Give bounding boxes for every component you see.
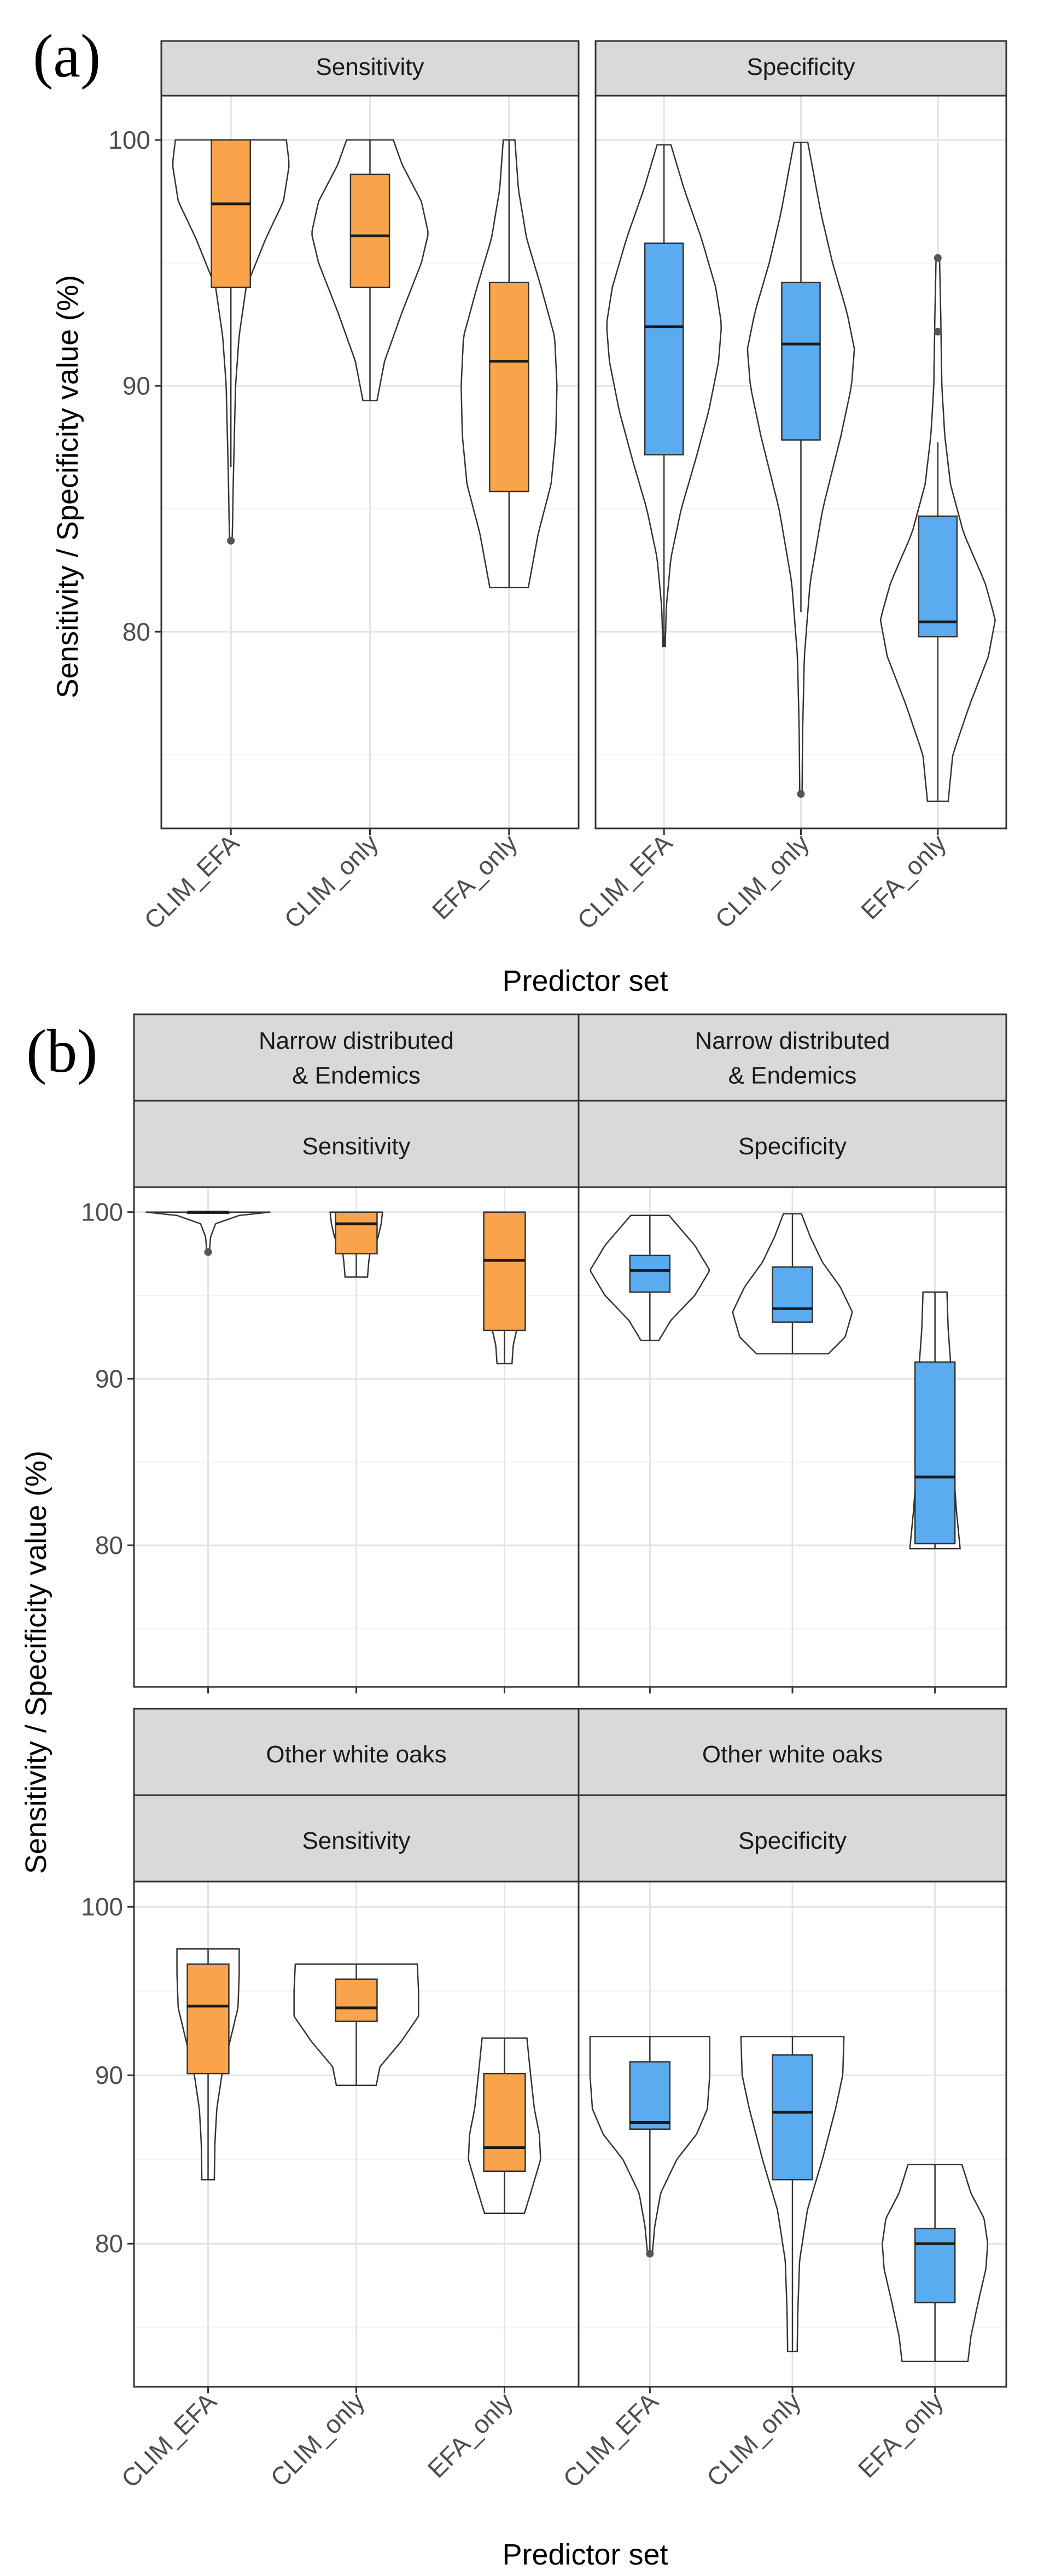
y-tick-label: 90 <box>95 2061 123 2089</box>
box-EFA_only <box>918 515 958 638</box>
facet-strip-label: Other white oaks <box>266 1741 446 1768</box>
facet-strip-label: Sensitivity <box>316 54 424 80</box>
box-EFA_only <box>914 1361 956 1545</box>
facet-strip-label: & Endemics <box>292 1062 421 1089</box>
panel-a-y-axis-title: Sensitivity / Specificity value (%) <box>51 275 84 698</box>
box-CLIM_only <box>335 1211 378 1255</box>
box-CLIM_EFA <box>186 1963 230 2075</box>
violin-CLIM_EFA <box>145 1211 271 1253</box>
facet-strip <box>578 1100 1007 1188</box>
panel-b-y-axis-title: Sensitivity / Specificity value (%) <box>20 1451 53 1874</box>
facet-strip-label: Other white oaks <box>702 1741 883 1768</box>
panel-b-label: (b) <box>26 1018 98 1085</box>
box-EFA_only <box>483 2072 526 2172</box>
facet-strip-label: Narrow distributed <box>695 1027 890 1054</box>
facet-strip <box>133 1794 580 1883</box>
facet-strip-label: Specificity <box>746 54 855 80</box>
box-EFA_only <box>483 1211 526 1331</box>
facet-strip <box>133 1100 580 1188</box>
facet-strip <box>578 1794 1007 1883</box>
y-tick-label: 90 <box>123 372 150 400</box>
box-CLIM_only <box>781 282 821 441</box>
y-tick-label: 100 <box>108 126 150 154</box>
facet-strip <box>578 1708 1007 1796</box>
panel-b-x-axis-title: Predictor set <box>502 2538 668 2571</box>
facet-strip <box>133 1013 580 1102</box>
box-CLIM_EFA <box>644 242 684 455</box>
y-tick-label: 90 <box>95 1364 123 1393</box>
facet-b-2: Narrow distributed & Endemics Specificity <box>578 1013 1007 1693</box>
facet-strip-label: Narrow distributed <box>259 1027 454 1054</box>
outlier-point <box>934 254 942 262</box>
y-tick-label: 80 <box>95 1531 123 1559</box>
facet-strip-label: Specificity <box>738 1827 847 1854</box>
panel-a-label: (a) <box>33 22 101 90</box>
facet-strip-label: & Endemics <box>728 1062 857 1089</box>
y-tick-label: 80 <box>95 2229 123 2258</box>
box-CLIM_EFA <box>629 1254 671 1293</box>
facet-strip-label: Specificity <box>738 1133 847 1160</box>
box-CLIM_only <box>349 173 390 288</box>
outlier-point <box>204 1248 212 1256</box>
y-tick-label: 100 <box>81 1892 123 1921</box>
facet-strip <box>160 40 580 97</box>
facet-strip-label: Sensitivity <box>302 1133 410 1160</box>
facet-strip-label: Sensitivity <box>302 1827 410 1854</box>
panel-a-x-axis-title: Predictor set <box>502 965 668 997</box>
box-CLIM_only <box>772 1266 813 1323</box>
facet-strip <box>594 40 1007 97</box>
y-tick-label: 80 <box>123 617 150 646</box>
facet-strip <box>133 1708 580 1796</box>
box-EFA_only <box>914 2228 956 2304</box>
box-CLIM_EFA <box>211 139 252 288</box>
box-CLIM_only <box>335 1978 378 2022</box>
facet-strip <box>578 1013 1007 1102</box>
outlier-point <box>797 790 805 798</box>
y-tick-label: 100 <box>81 1198 123 1226</box>
outlier-point <box>646 2250 654 2258</box>
box-CLIM_only <box>772 2054 813 2181</box>
box-EFA_only <box>488 282 529 493</box>
facet-b-1: Narrow distributed & Endemics Sensitivity 8… <box>81 1013 580 1693</box>
outlier-point <box>934 328 942 336</box>
outlier-point <box>227 536 235 545</box>
box-CLIM_EFA <box>629 2061 671 2130</box>
